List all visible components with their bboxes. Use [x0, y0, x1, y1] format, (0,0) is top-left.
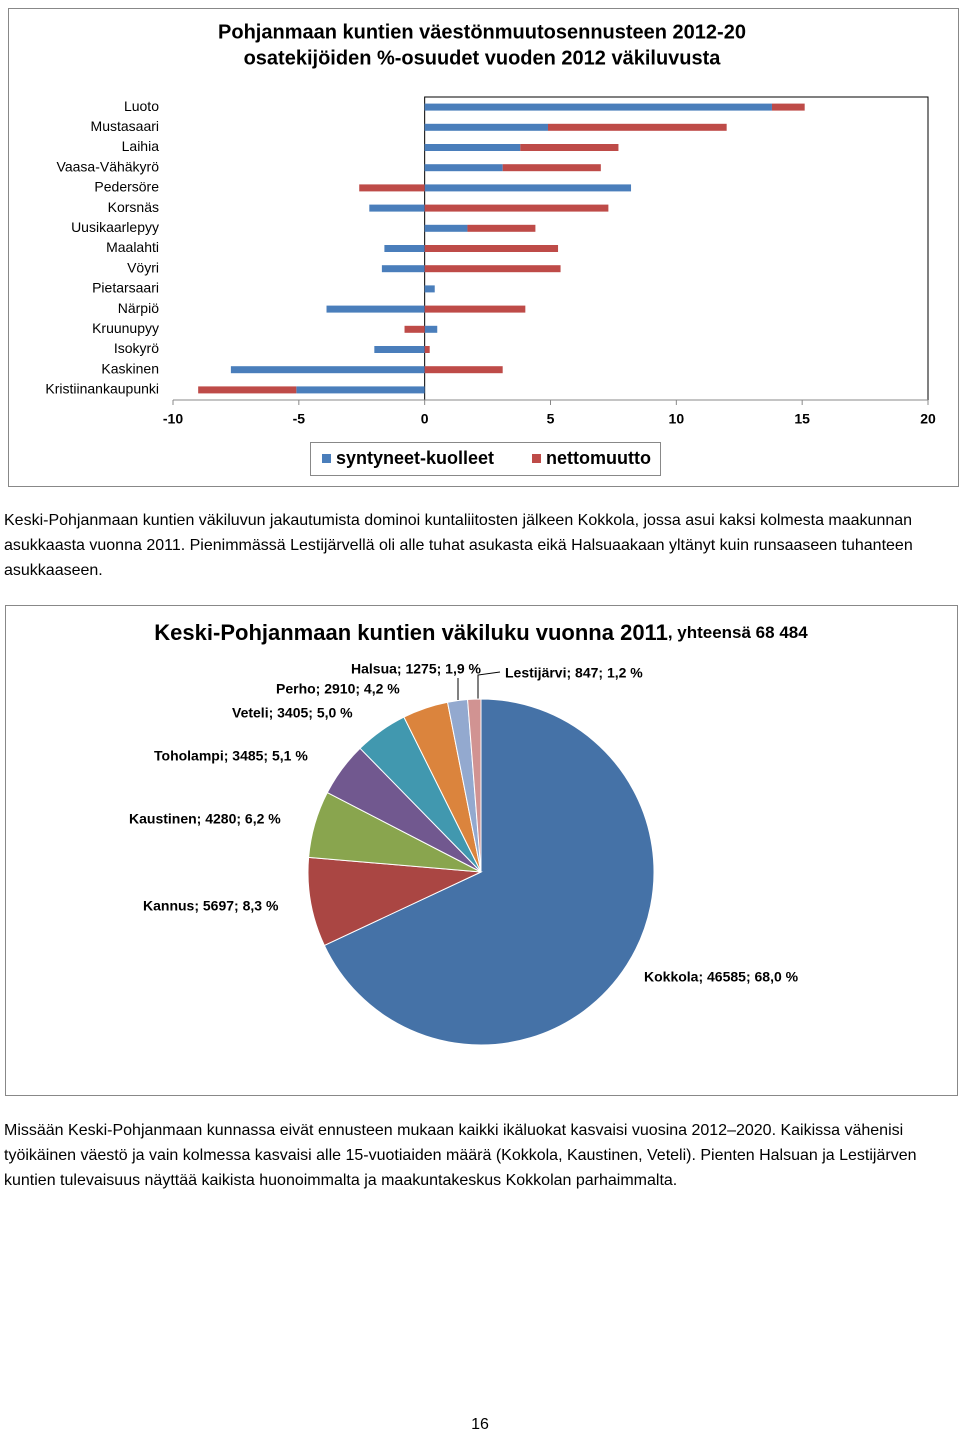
title-suffix: , yhteensä 68 484	[668, 623, 808, 642]
x-tick-label: 10	[669, 411, 685, 427]
y-tick-label: Närpiö	[118, 300, 159, 316]
x-tick-label: 20	[920, 411, 936, 427]
leader-line	[477, 671, 501, 700]
y-tick-label: Uusikaarlepyy	[71, 219, 159, 235]
bar	[424, 224, 468, 232]
chart-title: osatekijöiden %-osuudet vuoden 2012 väki…	[244, 47, 722, 69]
pie-slice	[307, 856, 483, 947]
x-tick-label: 0	[421, 411, 429, 427]
bar	[404, 325, 425, 333]
x-tick-label: -10	[163, 411, 183, 427]
y-tick-label: Mustasaari	[91, 118, 159, 134]
bar	[502, 164, 601, 172]
bar	[424, 285, 435, 293]
legend-frame	[310, 442, 661, 476]
y-tick-label: Isokyrö	[114, 340, 159, 356]
x-tick-label: -5	[293, 411, 306, 427]
bar	[424, 123, 548, 131]
page-number: 16	[471, 1416, 489, 1433]
bar	[369, 204, 425, 212]
x-tick-label: 15	[794, 411, 810, 427]
bar	[424, 204, 609, 212]
bar	[771, 103, 805, 111]
bar	[384, 245, 425, 252]
y-tick-label: Pietarsaari	[92, 280, 159, 296]
bar	[381, 265, 425, 273]
pie-slice	[467, 698, 482, 873]
bar	[374, 346, 425, 353]
y-tick-label: Laihia	[122, 138, 160, 154]
bar	[424, 103, 772, 111]
bar	[296, 386, 425, 394]
chart-title: Keski-Pohjanmaan kuntien väkiluku vuonna…	[154, 620, 808, 645]
bar	[547, 123, 727, 131]
bar	[424, 346, 430, 353]
y-tick-label: Luoto	[124, 98, 159, 114]
x-tick-label: 5	[547, 411, 555, 427]
bar	[198, 386, 297, 394]
data-label: Kaustinen; 4280; 6,2 %	[129, 811, 281, 827]
y-tick-label: Vaasa-Vähäkyrö	[57, 158, 160, 174]
bar	[424, 184, 632, 192]
bar	[230, 366, 425, 374]
y-tick-label: Maalahti	[106, 239, 159, 255]
bar	[424, 144, 521, 151]
bar	[424, 245, 559, 252]
legend-label: syntyneet-kuolleet	[336, 448, 494, 468]
data-label: Perho; 2910; 4,2 %	[276, 681, 400, 697]
bar	[520, 144, 619, 151]
bar	[467, 224, 536, 232]
y-tick-label: Korsnäs	[108, 199, 159, 215]
paragraph: Missään Keski-Pohjanmaan kunnassa eivät …	[4, 1122, 917, 1189]
data-label: Halsua; 1275; 1,9 %	[351, 661, 482, 677]
data-label: Veteli; 3405; 5,0 %	[232, 705, 353, 721]
paragraph: Keski-Pohjanmaan kuntien väkiluvun jakau…	[4, 512, 913, 579]
bar	[424, 265, 561, 273]
data-label: Lestijärvi; 847; 1,2 %	[505, 665, 643, 681]
bar	[424, 366, 503, 374]
y-tick-label: Kristiinankaupunki	[45, 381, 159, 397]
y-tick-label: Pedersöre	[94, 179, 159, 195]
data-label: Kannus; 5697; 8,3 %	[143, 898, 279, 914]
bar	[424, 305, 526, 313]
bar	[424, 325, 438, 333]
bar	[326, 305, 425, 313]
legend-label: nettomuutto	[546, 448, 651, 468]
y-tick-label: Kaskinen	[101, 360, 159, 376]
legend-swatch	[532, 454, 541, 463]
chart-title: Pohjanmaan kuntien väestönmuutosennustee…	[218, 21, 746, 43]
pie-slice	[323, 698, 655, 1046]
y-tick-label: Kruunupyy	[92, 320, 159, 336]
bar	[359, 184, 425, 192]
data-label: Kokkola; 46585; 68,0 %	[644, 969, 799, 985]
legend-swatch	[322, 454, 331, 463]
data-label: Toholampi; 3485; 5,1 %	[154, 748, 308, 764]
y-tick-label: Vöyri	[127, 259, 159, 275]
title-main: Keski-Pohjanmaan kuntien väkiluku vuonna…	[154, 620, 668, 645]
bar	[424, 164, 503, 172]
